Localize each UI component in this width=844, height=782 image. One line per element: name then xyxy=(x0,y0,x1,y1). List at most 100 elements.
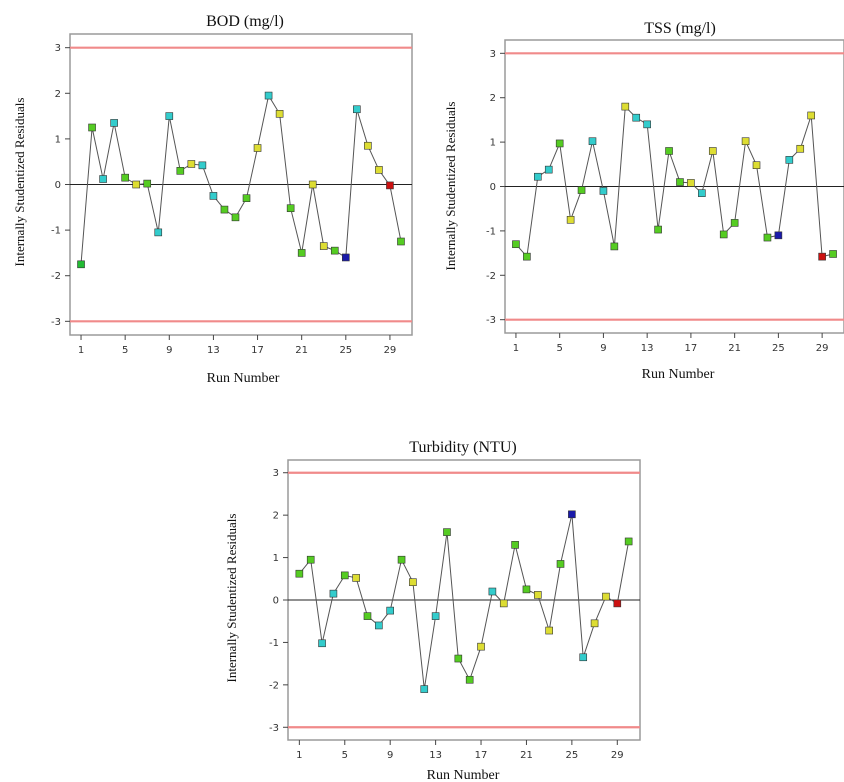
x-tick-label: 13 xyxy=(429,750,442,761)
residual-point xyxy=(708,147,717,155)
residual-point xyxy=(231,213,240,222)
residual-point xyxy=(522,585,531,594)
residual-point xyxy=(676,178,684,186)
y-tick-label: 1 xyxy=(273,553,279,564)
y-tick-label: -3 xyxy=(486,315,496,326)
y-tick-label: 2 xyxy=(55,89,61,100)
residual-point xyxy=(330,246,339,255)
chart-title: Turbidity (NTU) xyxy=(409,439,516,456)
y-tick-label: -2 xyxy=(51,271,61,282)
residual-line xyxy=(515,105,834,258)
residual-point xyxy=(665,147,673,155)
residual-point xyxy=(420,685,429,693)
x-tick-label: 21 xyxy=(520,750,533,761)
x-tick-label: 25 xyxy=(566,750,579,761)
residual-point xyxy=(386,606,394,615)
residual-point xyxy=(121,173,129,182)
y-tick-label: 0 xyxy=(55,180,61,191)
residual-point xyxy=(308,180,317,189)
residual-point xyxy=(110,119,118,127)
x-tick-label: 29 xyxy=(384,345,397,356)
x-tick-label: 29 xyxy=(611,750,624,761)
x-tick-label: 1 xyxy=(78,345,84,356)
residual-point xyxy=(719,230,728,239)
y-tick-label: -2 xyxy=(269,680,279,691)
residual-line xyxy=(299,514,630,690)
tss-residual-chart: TSS (mg/l) Internally Studentized Residu… xyxy=(443,20,844,382)
residual-point xyxy=(253,144,262,152)
x-tick-label: 5 xyxy=(122,345,128,356)
residual-point xyxy=(610,242,619,251)
residual-point xyxy=(77,260,85,269)
residual-point xyxy=(544,165,553,174)
residual-point xyxy=(242,194,251,202)
residual-point xyxy=(88,123,96,132)
y-axis-label: Internally Studentized Residuals xyxy=(12,98,27,267)
x-tick-label: 9 xyxy=(166,345,172,356)
y-tick-label: 1 xyxy=(490,138,496,149)
x-tick-label: 17 xyxy=(251,345,264,356)
residual-point xyxy=(512,240,520,249)
residual-point xyxy=(297,249,306,257)
residual-point xyxy=(306,555,315,564)
residual-point xyxy=(785,156,794,164)
residual-point xyxy=(577,186,586,194)
residual-point xyxy=(165,112,174,120)
x-tick-label: 1 xyxy=(296,750,302,761)
residual-point xyxy=(763,233,772,242)
residual-point xyxy=(154,228,163,237)
residual-point xyxy=(295,569,304,578)
residual-point xyxy=(375,166,383,174)
y-tick-label: -1 xyxy=(269,638,279,649)
x-tick-label: 9 xyxy=(387,750,393,761)
residual-point xyxy=(364,141,372,150)
y-tick-label: 2 xyxy=(273,511,279,522)
residual-point xyxy=(132,180,140,189)
residual-point xyxy=(342,253,350,262)
residual-point xyxy=(654,225,662,234)
x-tick-label: 5 xyxy=(556,343,562,354)
residual-point xyxy=(643,120,651,129)
residual-point xyxy=(590,619,599,628)
residual-point xyxy=(579,653,588,662)
residual-point xyxy=(220,205,229,214)
y-axis-label: Internally Studentized Residuals xyxy=(224,514,239,683)
residual-point xyxy=(687,179,695,187)
residual-point xyxy=(198,161,207,170)
residual-point xyxy=(143,179,152,188)
x-tick-label: 9 xyxy=(600,343,606,354)
residual-point xyxy=(99,175,107,183)
residual-point xyxy=(588,137,597,146)
residual-point xyxy=(566,215,575,224)
residual-point xyxy=(209,192,218,200)
residual-point xyxy=(386,181,394,190)
chart-title: BOD (mg/l) xyxy=(206,13,284,30)
y-tick-label: -1 xyxy=(51,226,61,237)
residual-point xyxy=(534,172,542,181)
residual-point xyxy=(624,537,633,546)
y-tick-label: 3 xyxy=(490,49,496,60)
residual-point xyxy=(511,541,519,549)
residual-point xyxy=(568,510,576,519)
residual-point xyxy=(807,111,815,120)
y-tick-label: 0 xyxy=(273,596,279,607)
residual-line xyxy=(80,94,402,265)
residual-point xyxy=(176,167,185,175)
residual-point xyxy=(730,219,739,227)
residual-point xyxy=(829,250,837,258)
residual-point xyxy=(264,91,273,100)
x-tick-label: 21 xyxy=(295,345,308,356)
residual-point xyxy=(187,160,196,168)
x-tick-label: 25 xyxy=(339,345,352,356)
turbidity-residual-chart: Turbidity (NTU) Internally Studentized R… xyxy=(224,439,641,782)
residual-point xyxy=(397,555,406,564)
residual-point xyxy=(613,599,622,608)
residual-point xyxy=(319,242,328,250)
y-tick-label: 1 xyxy=(55,134,61,145)
chart-title: TSS (mg/l) xyxy=(644,20,716,37)
residual-point xyxy=(443,528,451,536)
x-tick-label: 17 xyxy=(475,750,488,761)
residual-point xyxy=(286,204,295,213)
y-axis-label: Internally Studentized Residuals xyxy=(443,102,458,271)
x-axis-label: Run Number xyxy=(427,768,500,782)
